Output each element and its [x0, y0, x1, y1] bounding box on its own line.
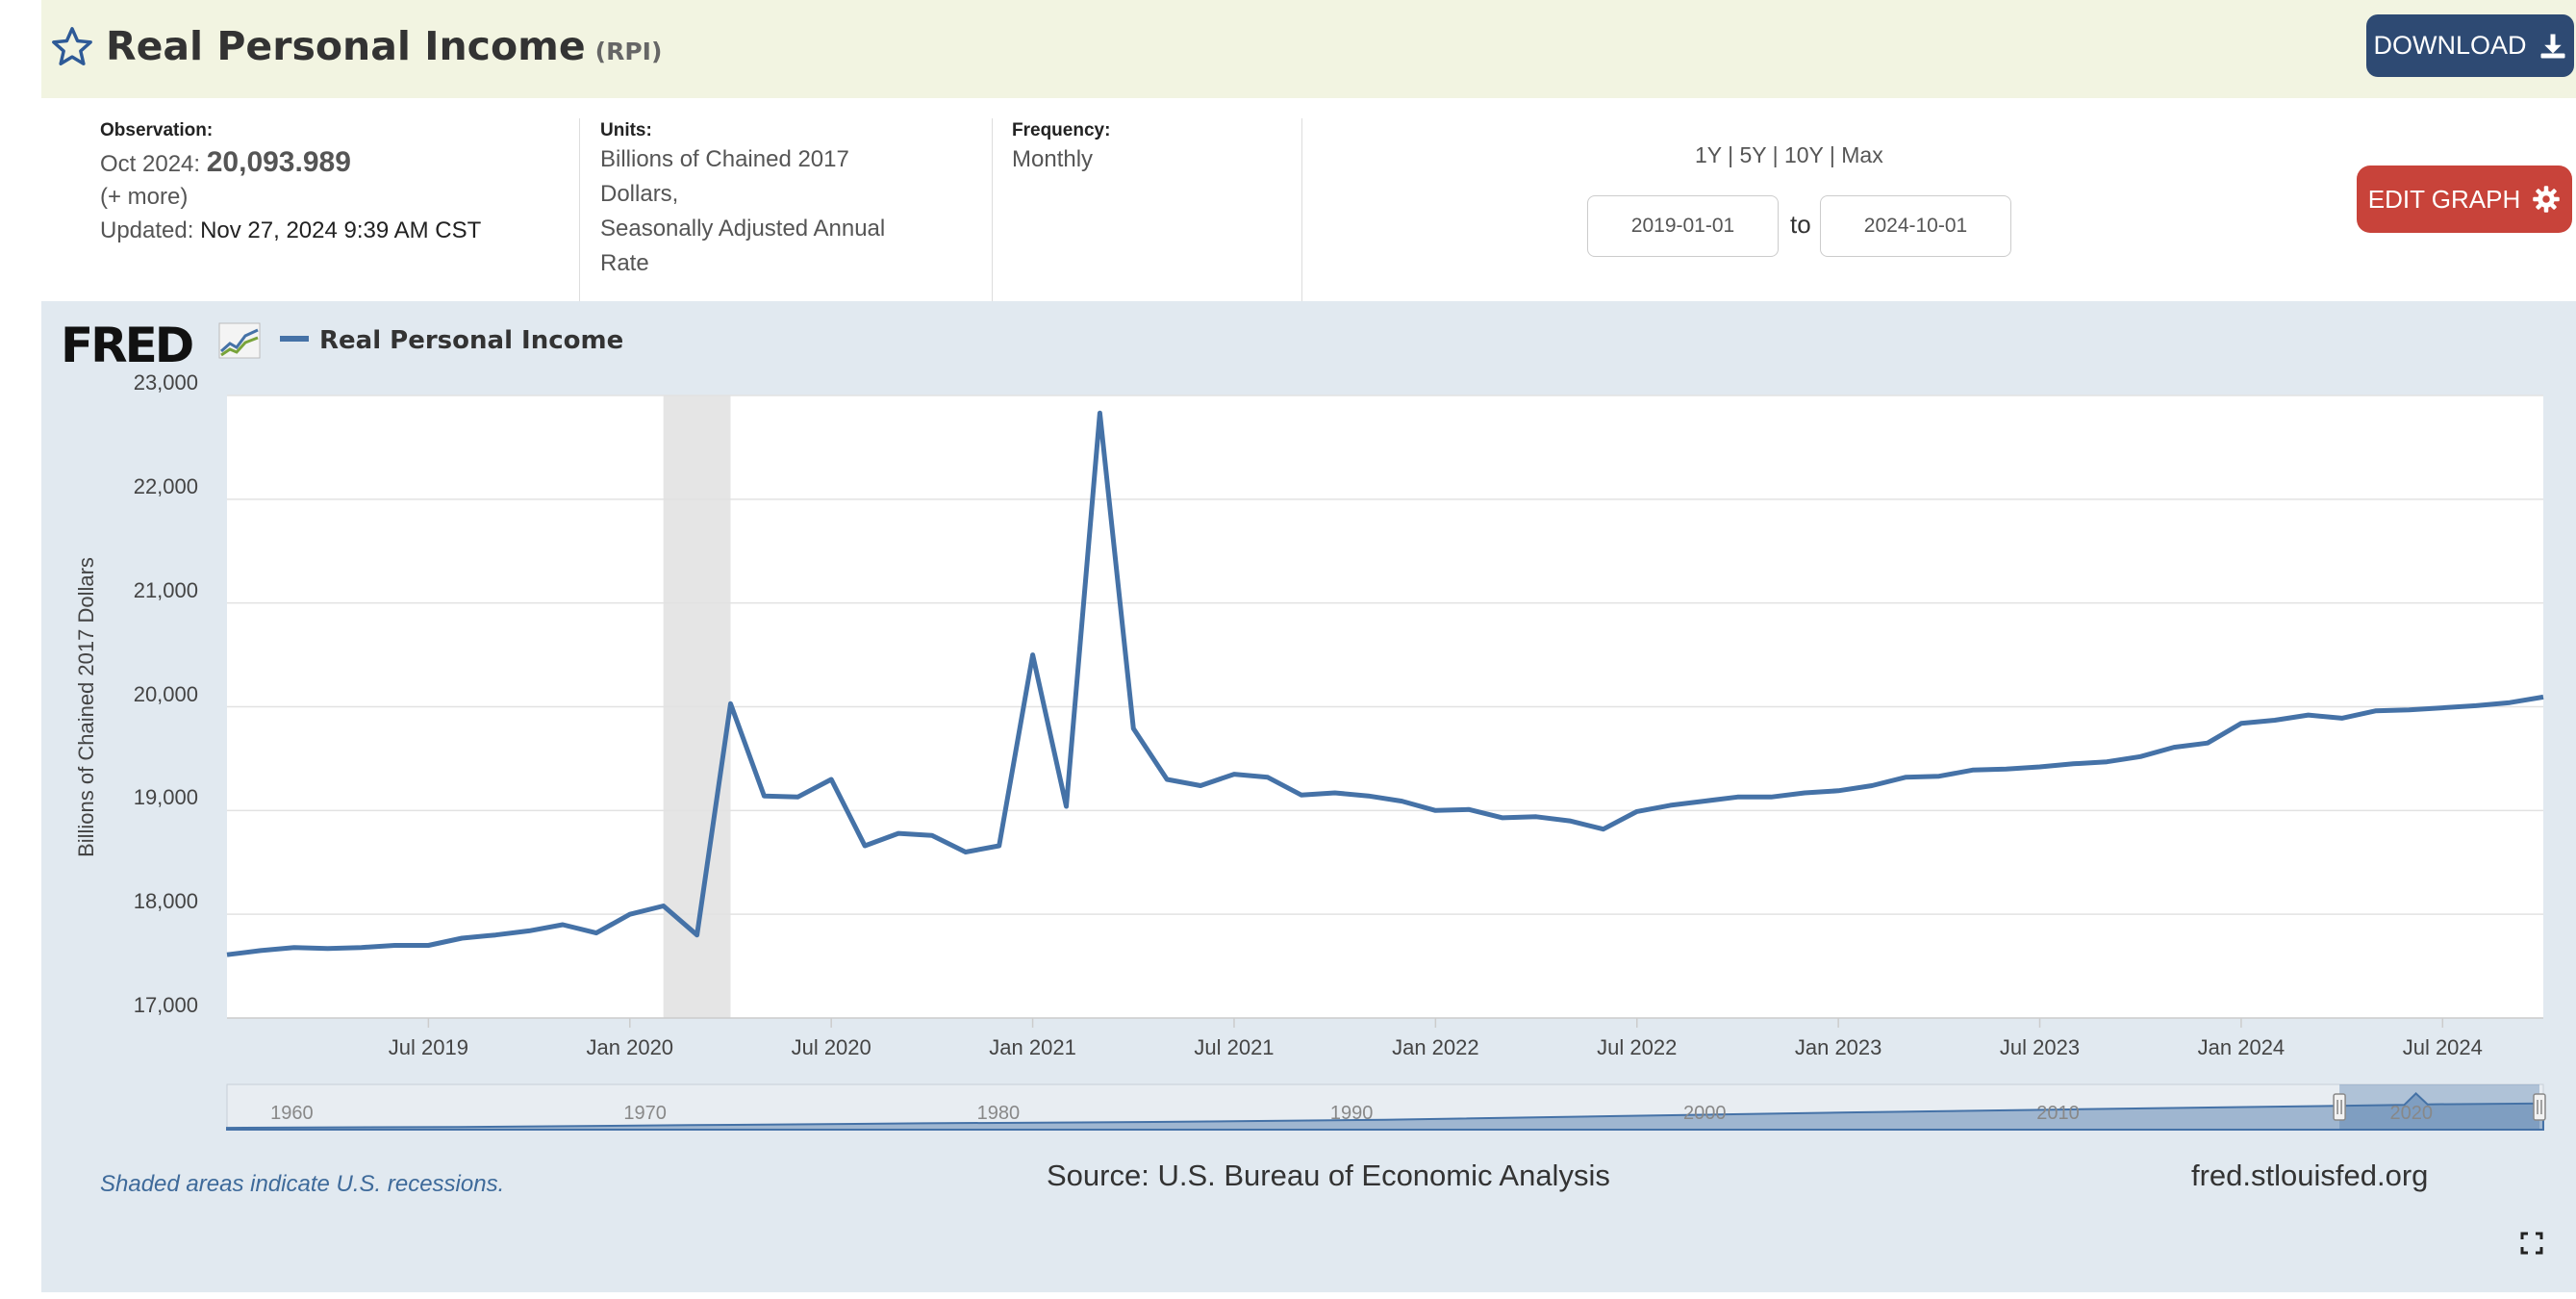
recession-note: Shaded areas indicate U.S. recessions.: [100, 1171, 505, 1197]
frequency-label: Frequency:: [1012, 120, 1111, 140]
observation-line: Oct 2024: 20,093.989: [100, 145, 351, 182]
edit-graph-label: EDIT GRAPH: [2367, 184, 2521, 214]
series-id: (RPI): [594, 38, 663, 65]
fred-chart-icon: [218, 322, 261, 359]
navigator-label: 1980: [976, 1103, 1021, 1124]
navigator-series: [226, 1092, 2544, 1131]
x-tick-label: Jul 2024: [2402, 1035, 2483, 1059]
navigator-label: 2020: [2389, 1103, 2433, 1124]
range-1y[interactable]: 1Y: [1695, 142, 1722, 167]
download-label: DOWNLOAD: [2373, 31, 2527, 60]
updated-value: Nov 27, 2024 9:39 AM CST: [200, 217, 482, 243]
title-text: Real Personal Income: [106, 23, 586, 69]
y-tick-label: 21,000: [133, 577, 198, 602]
units-line: Billions of Chained 2017: [600, 146, 849, 172]
units-line: Seasonally Adjusted Annual: [600, 216, 886, 242]
legend-swatch: [280, 336, 309, 342]
units-label: Units:: [600, 120, 652, 140]
gear-icon: [2533, 186, 2560, 213]
site-link[interactable]: fred.stlouisfed.org: [2191, 1159, 2429, 1192]
download-icon: [2540, 34, 2564, 58]
observation-label: Observation:: [100, 120, 214, 140]
range-max[interactable]: Max: [1841, 142, 1883, 167]
navigator-label: 2000: [1683, 1103, 1727, 1124]
observation-value: 20,093.989: [206, 146, 351, 178]
edit-graph-button[interactable]: EDIT GRAPH: [2357, 166, 2572, 233]
navigator-label: 1990: [1329, 1103, 1374, 1124]
x-tick-label: Jan 2022: [1392, 1035, 1479, 1059]
y-tick-label: 20,000: [133, 681, 198, 706]
more-link[interactable]: (+ more): [100, 184, 189, 210]
to-label: to: [1790, 210, 1811, 239]
x-tick-label: Jul 2023: [1999, 1035, 2081, 1059]
range-separator: |: [1829, 142, 1835, 167]
x-tick-label: Jul 2021: [1194, 1035, 1275, 1059]
range-10y[interactable]: 10Y: [1783, 142, 1824, 167]
range-separator: |: [1728, 142, 1734, 167]
y-tick-label: 18,000: [133, 889, 198, 914]
download-button[interactable]: DOWNLOAD: [2366, 14, 2574, 77]
source-text: Source: U.S. Bureau of Economic Analysis: [1047, 1159, 1610, 1192]
frequency-value: Monthly: [1012, 146, 1094, 172]
navigator-label: 2010: [2036, 1103, 2080, 1124]
updated-label: Updated:: [100, 217, 194, 243]
end-date-input[interactable]: 2024-10-01: [1820, 195, 2011, 257]
header-bar: [41, 0, 2576, 98]
x-tick-label: Jan 2023: [1794, 1035, 1882, 1059]
divider: [992, 118, 993, 301]
legend-label: Real Personal Income: [319, 326, 624, 355]
range-separator: |: [1772, 142, 1779, 167]
x-tick-label: Jul 2019: [388, 1035, 468, 1059]
divider: [579, 118, 580, 301]
y-tick-label: 19,000: [133, 785, 198, 810]
navigator-label: 1960: [270, 1103, 314, 1124]
units-value: Billions of Chained 2017 Dollars, Season…: [600, 142, 885, 281]
range-selector: 1Y | 5Y | 10Y | Max: [1695, 142, 1883, 168]
x-tick-label: Jul 2022: [1597, 1035, 1678, 1059]
fullscreen-icon[interactable]: [2520, 1232, 2543, 1255]
navigator-handle-icon[interactable]: [2333, 1093, 2346, 1121]
x-tick-label: Jan 2021: [989, 1035, 1076, 1059]
navigator-label: 1970: [623, 1103, 667, 1124]
observation-date: Oct 2024:: [100, 151, 201, 177]
navigator-selection[interactable]: [2339, 1084, 2539, 1130]
units-line: Dollars,: [600, 181, 679, 207]
x-tick-label: Jan 2020: [586, 1035, 674, 1059]
x-tick-label: Jul 2020: [791, 1035, 871, 1059]
star-outline-icon[interactable]: [50, 25, 94, 69]
updated-line: Updated: Nov 27, 2024 9:39 AM CST: [100, 214, 481, 248]
y-tick-label: 22,000: [133, 473, 198, 498]
y-tick-label: 17,000: [133, 993, 198, 1017]
range-5y[interactable]: 5Y: [1739, 142, 1767, 167]
fred-logo: FRED: [61, 318, 194, 373]
page-title: Real Personal Income (RPI): [106, 23, 662, 69]
y-tick-label: 23,000: [133, 370, 198, 395]
start-date-input[interactable]: 2019-01-01: [1587, 195, 1779, 257]
x-tick-label: Jan 2024: [2197, 1035, 2286, 1059]
divider: [1301, 118, 1302, 301]
series-line[interactable]: [226, 410, 2544, 957]
units-line: Rate: [600, 250, 649, 276]
navigator-handle-icon[interactable]: [2533, 1093, 2546, 1121]
